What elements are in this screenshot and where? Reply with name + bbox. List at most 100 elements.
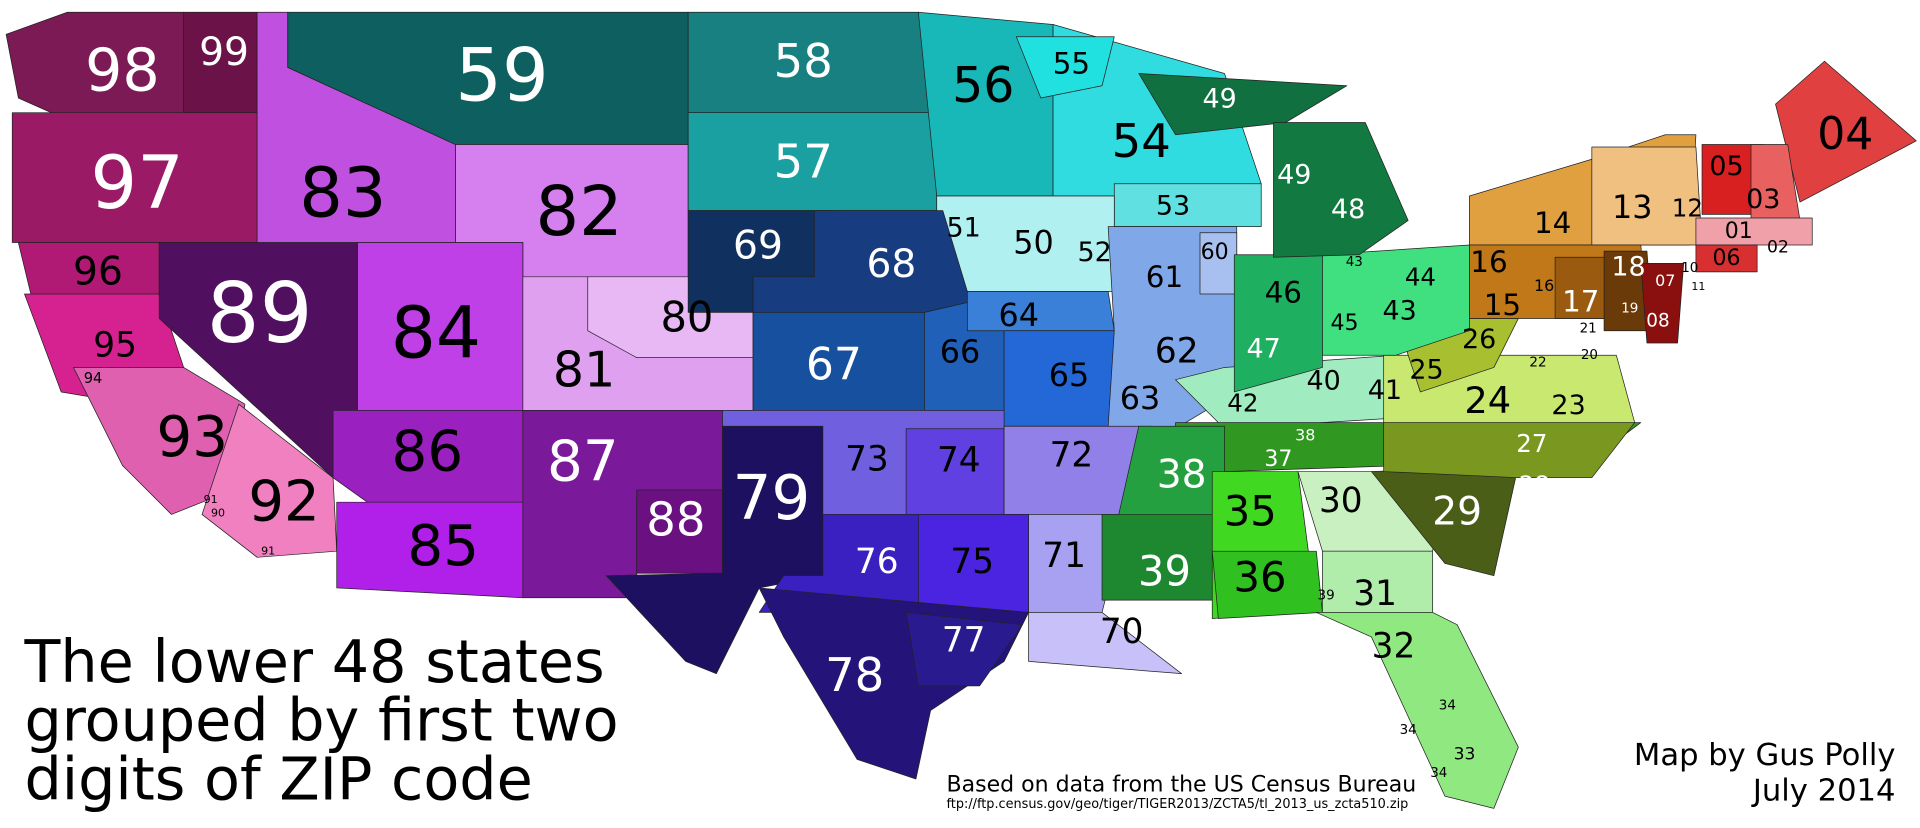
- zip-label: 75: [950, 542, 994, 582]
- zip-label: 73: [845, 439, 889, 479]
- zip-label: 17: [1562, 284, 1599, 318]
- zip-label: 15: [1484, 288, 1521, 322]
- zip-label: 04: [1817, 109, 1873, 160]
- zip-label: 12: [1672, 194, 1703, 223]
- zip-region: [1015, 36, 1115, 99]
- zip-label: 47: [1247, 334, 1281, 365]
- zip-label: 74: [937, 441, 981, 481]
- zip-label: 56: [952, 57, 1014, 114]
- zip-label: 08: [1646, 310, 1669, 331]
- zip-label: 91: [204, 493, 218, 506]
- zip-region: [1028, 612, 1182, 675]
- zip-label: 37: [1264, 447, 1292, 472]
- zip-label: 45: [1330, 311, 1358, 336]
- zip-label: 49: [1202, 84, 1236, 115]
- zip-label: 78: [825, 648, 884, 702]
- title-line: digits of ZIP code: [24, 745, 532, 814]
- zip-label: 49: [1277, 160, 1311, 191]
- zip-label: 40: [1307, 365, 1341, 396]
- zip-label: 72: [1050, 436, 1094, 476]
- zip-label: 25: [1409, 354, 1443, 385]
- zip-label: 80: [660, 293, 713, 342]
- zip-region: [1273, 122, 1409, 258]
- zip-label: 58: [774, 34, 833, 88]
- zip-label: 51: [947, 212, 981, 243]
- zip-label: 24: [1464, 379, 1511, 422]
- zip-label: 64: [999, 296, 1040, 334]
- zip-label: 22: [1529, 355, 1546, 371]
- zip-label: 82: [536, 172, 623, 252]
- zip-label: 91: [261, 545, 275, 558]
- zip-label: 59: [455, 33, 548, 118]
- zip-label: 50: [1013, 224, 1054, 262]
- zip-label: 39: [1138, 546, 1191, 595]
- zip-label: 39: [1318, 587, 1335, 603]
- zip-region: [1383, 422, 1636, 479]
- zip-label: 18: [1611, 252, 1645, 283]
- zip-label: 43: [1346, 254, 1363, 270]
- zip-label: 41: [1368, 375, 1402, 406]
- zip-label: 33: [1454, 745, 1476, 765]
- zip-label: 87: [547, 429, 619, 494]
- zip-label: 38: [1157, 453, 1207, 498]
- zip-label: 65: [1049, 356, 1090, 394]
- zip-label: 38: [1295, 425, 1315, 444]
- zip-label: 11: [1691, 280, 1705, 293]
- zip-label: 44: [1405, 262, 1436, 291]
- zip-label: 86: [392, 419, 464, 484]
- author: Map by Gus Polly: [1634, 738, 1896, 773]
- zip-label: 46: [1265, 276, 1302, 310]
- zip-label: 10: [1681, 260, 1698, 276]
- zip-region: [201, 403, 338, 558]
- zip-label: 03: [1746, 184, 1780, 215]
- zip-label: 67: [806, 340, 862, 391]
- zip-label: 34: [1430, 765, 1447, 781]
- zip-label: 90: [211, 507, 225, 520]
- zip-region: [1322, 244, 1470, 356]
- zip-label: 98: [85, 35, 160, 104]
- zip-region: [905, 612, 1023, 687]
- zip-region: [1315, 612, 1519, 809]
- zip-label: 52: [1078, 237, 1112, 268]
- zip-label: 85: [407, 514, 479, 579]
- zip-label: 19: [1621, 301, 1638, 317]
- zip-region: [758, 587, 1029, 780]
- zip-label: 84: [391, 292, 481, 375]
- zip-label: 83: [299, 154, 386, 234]
- zip-label: 32: [1372, 627, 1416, 667]
- zip-label: 96: [73, 249, 123, 294]
- regions: [5, 11, 1917, 809]
- date: July 2014: [1751, 774, 1896, 809]
- zip-label: 71: [1042, 536, 1086, 576]
- zip-label: 28: [1519, 471, 1550, 500]
- zip-label: 27: [1516, 429, 1547, 458]
- zip-label: 55: [1053, 47, 1090, 81]
- zip-label: 05: [1709, 151, 1743, 182]
- zip-label: 21: [1580, 320, 1597, 336]
- source-url: ftp://ftp.census.gov/geo/tiger/TIGER2013…: [947, 797, 1409, 812]
- zip-label: 14: [1534, 206, 1571, 240]
- zip-label: 88: [646, 492, 705, 546]
- zip-label: 02: [1767, 237, 1789, 257]
- zip-label: 68: [867, 242, 917, 287]
- zip-region: [966, 291, 1115, 332]
- zip-region: [1640, 262, 1685, 344]
- zip-label: 34: [1400, 722, 1417, 738]
- zip-label: 34: [1439, 698, 1456, 714]
- zip-label: 81: [553, 341, 615, 398]
- zip-label: 16: [1470, 245, 1507, 279]
- zip-region: [1695, 244, 1758, 273]
- zip-label: 31: [1353, 574, 1397, 614]
- zip-label: 42: [1227, 388, 1258, 417]
- zip-label: 13: [1612, 188, 1653, 226]
- zip-region: [1695, 217, 1813, 246]
- zip-label: 77: [942, 621, 986, 661]
- zip-label: 92: [248, 470, 320, 535]
- zip-label: 97: [90, 141, 183, 226]
- zip-label: 79: [732, 463, 810, 534]
- zip-label: 99: [199, 30, 249, 75]
- zip-label: 94: [84, 370, 103, 387]
- zip-label: 62: [1155, 332, 1199, 372]
- zip-label: 93: [156, 405, 228, 470]
